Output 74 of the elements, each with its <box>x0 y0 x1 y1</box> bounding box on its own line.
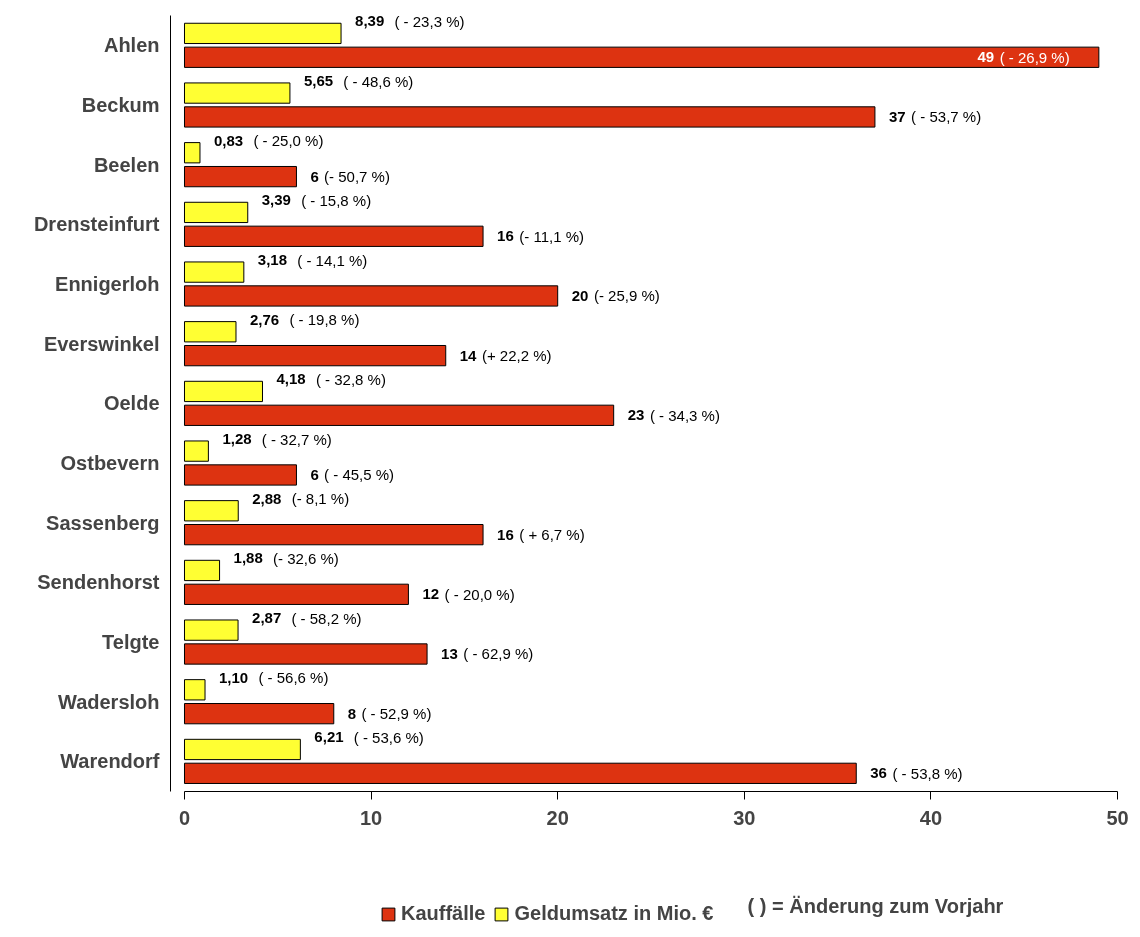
bar <box>184 82 291 104</box>
text: 36 ( - 53,8 %) <box>870 764 963 782</box>
text: 2,88 (- 8,1 %) <box>252 489 350 508</box>
text: 3,18 ( - 14,1 %) <box>257 251 368 269</box>
bar <box>184 464 297 486</box>
bar <box>184 643 428 665</box>
text: 0,83 ( - 25,0 %) <box>213 131 324 150</box>
text: 3,39 ( - 15,8 %) <box>261 191 372 209</box>
text: 4,18 ( - 32,8 %) <box>276 370 386 388</box>
bar <box>184 583 409 605</box>
x-tick-label: 30 <box>733 807 756 830</box>
text: 49 ( - 26,9 %) <box>977 48 1070 66</box>
y-tick-label: Beelen <box>93 153 160 176</box>
text: 23 ( - 34,3 %) <box>627 406 720 424</box>
text: 5,65 ( - 48,6 %) <box>303 72 414 90</box>
text: 8 ( - 52,9 %) <box>347 704 432 723</box>
bar <box>184 738 301 761</box>
x-tick-label: 50 <box>1106 807 1129 830</box>
text: 2,87 ( - 58,2 %) <box>252 609 362 627</box>
text: 6 (- 50,7 %) <box>310 167 390 186</box>
text: 8,39 ( - 23,3 %) <box>355 12 465 30</box>
bar <box>184 321 237 343</box>
bar <box>184 524 484 546</box>
bar <box>184 201 249 224</box>
y-tick-label: Sendenhorst <box>37 571 160 594</box>
bar <box>184 762 857 784</box>
text: 6,21 ( - 53,6 %) <box>314 728 424 746</box>
y-tick-label: Beckum <box>81 94 160 117</box>
bar <box>184 380 263 403</box>
text: 14 (+ 22,2 %) <box>459 346 552 365</box>
bar <box>184 225 484 247</box>
y-tick-label: Warendorf <box>60 750 160 773</box>
bar <box>184 440 209 462</box>
text: 1,88 (- 32,6 %) <box>233 549 339 567</box>
text: 37 ( - 53,7 %) <box>888 107 982 126</box>
bar <box>184 703 335 725</box>
text: 16 (- 11,1 %) <box>497 227 585 245</box>
bar <box>184 142 201 164</box>
y-tick-label: Wadersloh <box>58 690 160 713</box>
y-tick-label: Oelde <box>103 392 160 415</box>
y-tick-label: Ahlen <box>103 34 160 57</box>
text: 2,76 ( - 19,8 %) <box>250 310 360 329</box>
bar <box>184 344 447 367</box>
text: 6 ( - 45,5 %) <box>310 465 395 484</box>
y-tick-label: Ostbevern <box>60 452 160 475</box>
text: 1,10 ( - 56,6 %) <box>219 668 329 687</box>
bar <box>184 106 876 128</box>
y-tick-label: Sassenberg <box>46 511 160 534</box>
bar <box>184 559 221 582</box>
legend-label: Kauffälle <box>401 902 486 925</box>
text: 1,28 ( - 32,7 %) <box>222 430 332 448</box>
x-tick-label: 40 <box>919 807 943 830</box>
bar <box>184 46 1100 68</box>
x-tick-label: 10 <box>359 807 383 830</box>
y-tick-label: Drensteinfurt <box>33 213 160 236</box>
bar <box>184 285 559 307</box>
y-tick-label: Telgte <box>102 631 160 654</box>
legend-label: Geldumsatz in Mio. € <box>514 902 714 925</box>
y-tick-label: Ennigerloh <box>55 273 160 296</box>
bar <box>184 22 342 45</box>
bar <box>184 619 239 641</box>
bar <box>184 500 239 522</box>
bar <box>184 261 245 283</box>
bar <box>184 165 297 188</box>
text: 20 (- 25,9 %) <box>571 286 660 305</box>
text: 13 ( - 62,9 %) <box>441 644 534 663</box>
text: 16 ( + 6,7 %) <box>497 525 585 544</box>
x-tick-label: 0 <box>178 807 191 830</box>
bar <box>184 679 206 701</box>
text: ( ) = Änderung zum Vorjahr <box>747 894 1004 917</box>
x-tick-label: 20 <box>546 807 569 830</box>
bar <box>184 404 615 426</box>
y-tick-label: Everswinkel <box>43 332 160 355</box>
text: 12 ( - 20,0 %) <box>422 585 515 603</box>
